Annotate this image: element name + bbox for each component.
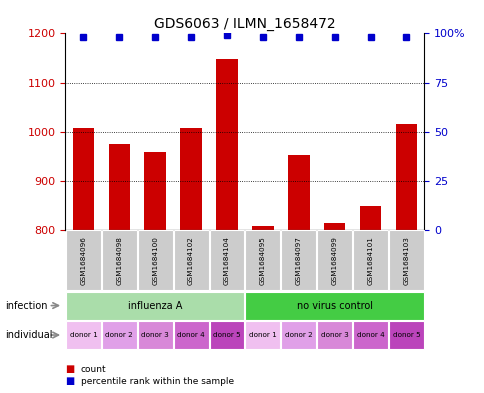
Bar — [359, 206, 380, 230]
Text: donor 3: donor 3 — [141, 332, 169, 338]
Text: GSM1684103: GSM1684103 — [403, 236, 408, 285]
Bar — [323, 223, 345, 230]
Text: donor 4: donor 4 — [177, 332, 205, 338]
Text: donor 2: donor 2 — [105, 332, 133, 338]
Bar — [287, 155, 309, 230]
Bar — [180, 128, 201, 230]
Text: no virus control: no virus control — [296, 301, 372, 310]
Text: GSM1684097: GSM1684097 — [295, 236, 301, 285]
Bar — [395, 124, 416, 230]
Text: GSM1684101: GSM1684101 — [367, 236, 373, 285]
Bar — [144, 152, 166, 230]
Bar — [216, 59, 237, 230]
Text: count: count — [81, 365, 106, 374]
Text: individual: individual — [5, 330, 52, 340]
Text: donor 1: donor 1 — [69, 332, 97, 338]
Text: infection: infection — [5, 301, 47, 310]
Bar — [252, 226, 273, 230]
Text: GSM1684096: GSM1684096 — [80, 236, 86, 285]
Text: donor 5: donor 5 — [212, 332, 241, 338]
Text: GSM1684099: GSM1684099 — [331, 236, 337, 285]
Text: donor 1: donor 1 — [248, 332, 276, 338]
Text: donor 2: donor 2 — [284, 332, 312, 338]
Text: ■: ■ — [65, 364, 75, 375]
Text: donor 5: donor 5 — [392, 332, 420, 338]
Text: ■: ■ — [65, 376, 75, 386]
Text: GSM1684100: GSM1684100 — [152, 236, 158, 285]
Text: GSM1684095: GSM1684095 — [259, 236, 265, 285]
Text: donor 3: donor 3 — [320, 332, 348, 338]
Text: donor 4: donor 4 — [356, 332, 384, 338]
Text: influenza A: influenza A — [128, 301, 182, 310]
Text: percentile rank within the sample: percentile rank within the sample — [81, 377, 234, 386]
Text: GSM1684098: GSM1684098 — [116, 236, 122, 285]
Text: GSM1684102: GSM1684102 — [188, 236, 194, 285]
Bar — [108, 144, 130, 230]
Text: GSM1684104: GSM1684104 — [224, 236, 229, 285]
Bar — [73, 128, 94, 230]
Title: GDS6063 / ILMN_1658472: GDS6063 / ILMN_1658472 — [154, 17, 335, 31]
